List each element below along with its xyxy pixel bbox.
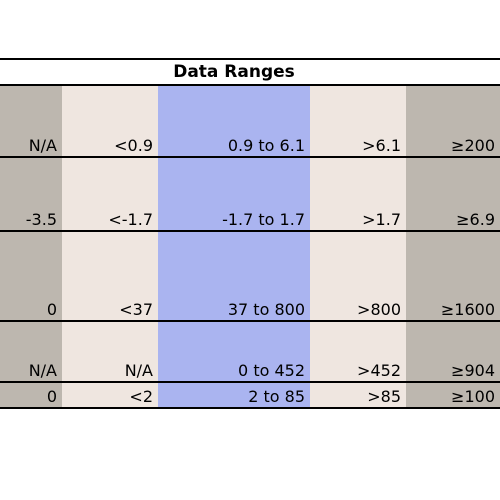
table-cell[interactable]: 0.9 to 6.1 [158,86,310,156]
table-cell[interactable]: ≥1600 [406,232,500,320]
table-cell[interactable]: -1.7 to 1.7 [158,158,310,230]
table-cell[interactable]: ≥904 [406,322,500,381]
table-cell[interactable]: -3.5 [0,158,62,230]
table-row: N/A N/A 0 to 452 >452 ≥904 [0,322,500,383]
table-cell[interactable]: >800 [310,232,406,320]
table-cell[interactable]: >85 [310,383,406,407]
table-row: 0 <2 2 to 85 >85 ≥100 [0,383,500,409]
title-row: Data Ranges [0,58,500,86]
table-cell[interactable]: 37 to 800 [158,232,310,320]
table-cell[interactable]: ≥6.9 [406,158,500,230]
table-cell[interactable]: N/A [0,322,62,381]
table-row: -3.5 <-1.7 -1.7 to 1.7 >1.7 ≥6.9 [0,158,500,232]
table-cell[interactable]: 2 to 85 [158,383,310,407]
table-cell[interactable]: ≥100 [406,383,500,407]
table-cell[interactable]: 0 to 452 [158,322,310,381]
table-cell[interactable]: >6.1 [310,86,406,156]
table-cell[interactable]: N/A [0,86,62,156]
table-cell[interactable]: N/A [62,322,158,381]
table-cell[interactable]: >1.7 [310,158,406,230]
table-title: Data Ranges [173,62,295,82]
data-ranges-table: N/A <0.9 0.9 to 6.1 >6.1 ≥200 -3.5 <-1.7… [0,86,500,409]
table-cell[interactable]: >452 [310,322,406,381]
table-row: 0 <37 37 to 800 >800 ≥1600 [0,232,500,322]
table-cell[interactable]: <37 [62,232,158,320]
table-cell[interactable]: <0.9 [62,86,158,156]
table-cell[interactable]: 0 [0,383,62,407]
table-cell[interactable]: <2 [62,383,158,407]
table-cell[interactable]: <-1.7 [62,158,158,230]
table-cell[interactable]: 0 [0,232,62,320]
table-row: N/A <0.9 0.9 to 6.1 >6.1 ≥200 [0,86,500,158]
table-cell[interactable]: ≥200 [406,86,500,156]
